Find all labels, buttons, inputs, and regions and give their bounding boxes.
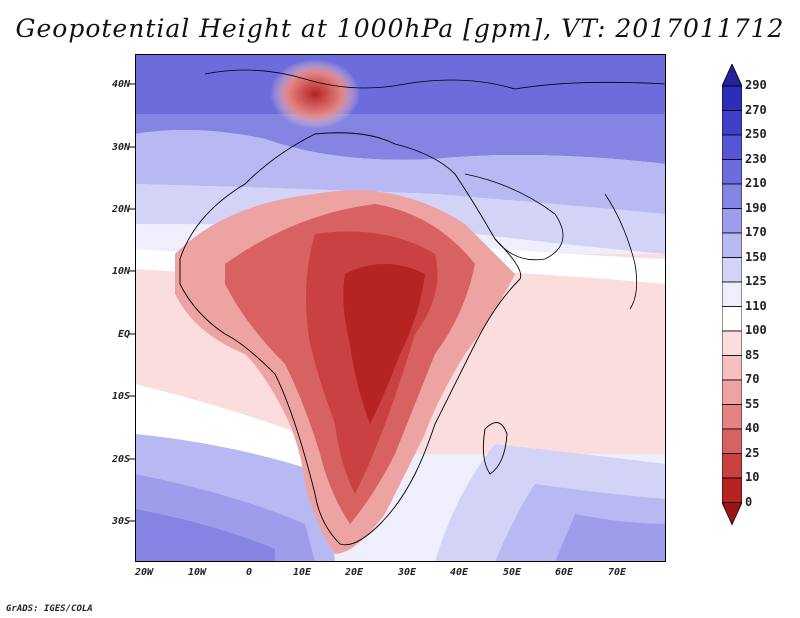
lon-label: 40E — [449, 567, 469, 578]
contour-band — [343, 264, 425, 424]
colorbar-swatch — [722, 232, 742, 258]
colorbar-level-label: 150 — [745, 249, 767, 264]
colorbar-level-label: 190 — [745, 200, 767, 215]
colorbar-swatch — [722, 85, 742, 111]
colorbar-swatch — [722, 379, 742, 405]
contour-band — [135, 54, 666, 114]
colorbar-swatch — [722, 330, 742, 356]
colorbar-swatch — [722, 477, 742, 503]
lat-label: 10N — [111, 266, 130, 277]
lon-label: 10E — [292, 567, 312, 578]
contour-band — [135, 509, 275, 562]
colorbar-swatch — [722, 281, 742, 307]
colorbar-swatch — [722, 428, 742, 454]
contour-band — [555, 514, 666, 562]
map-title: Geopotential Height at 1000hPa [gpm], VT… — [15, 14, 785, 43]
lat-label: 30N — [111, 142, 130, 153]
colorbar-level-label: 230 — [745, 151, 767, 166]
colorbar-swatch — [722, 306, 742, 332]
lat-ticks — [129, 83, 135, 522]
colorbar-swatch — [722, 134, 742, 160]
colorbar-swatch — [722, 257, 742, 283]
colorbar-swatch — [722, 453, 742, 479]
colorbar-level-label: 85 — [745, 347, 760, 362]
colorbar-swatch — [722, 110, 742, 136]
lon-label: 0 — [245, 567, 253, 578]
lon-label: 60E — [554, 567, 574, 578]
colorbar-level-label: 170 — [745, 225, 767, 239]
colorbar-level-label: 25 — [745, 445, 760, 460]
lon-label: 30E — [397, 567, 417, 578]
arabian-coast — [464, 173, 564, 261]
colorbar-bottom-triangle — [722, 502, 742, 526]
lon-label: 10W — [187, 567, 207, 578]
colorbar-swatch — [722, 208, 742, 234]
lat-label: 10S — [111, 391, 130, 402]
colorbar-level-label: 110 — [745, 298, 767, 313]
lon-label: 50E — [502, 567, 522, 578]
credit-text: GrADS: IGES/COLA — [6, 604, 93, 614]
madagascar — [482, 422, 508, 475]
contour-band — [135, 130, 666, 214]
lat-label: 40N — [111, 79, 130, 90]
lon-label: 20W — [134, 567, 154, 578]
colorbar-level-label: 290 — [745, 78, 767, 92]
europe-coast — [204, 69, 666, 90]
lat-label: 20S — [111, 454, 130, 465]
colorbar — [722, 64, 742, 526]
coastline — [179, 132, 522, 546]
colorbar-swatch — [722, 159, 742, 185]
colorbar-swatch — [722, 404, 742, 430]
lon-label: 20E — [344, 567, 364, 578]
colorbar-swatch — [722, 183, 742, 209]
india-coast — [604, 193, 638, 310]
colorbar-level-label: 100 — [745, 323, 767, 337]
lat-label: EQ — [117, 329, 130, 340]
geopotential-height-map — [135, 54, 666, 562]
contour-band — [270, 59, 360, 129]
colorbar-level-label: 0 — [745, 494, 753, 509]
colorbar-level-label: 40 — [745, 421, 760, 435]
colorbar-top-triangle — [722, 64, 742, 87]
colorbar-level-label: 125 — [745, 274, 767, 288]
colorbar-level-label: 250 — [745, 127, 767, 141]
lon-label: 70E — [607, 567, 627, 578]
colorbar-level-label: 10 — [745, 470, 760, 484]
map-plot-area — [129, 54, 666, 562]
lat-label: 20N — [111, 204, 130, 215]
contour-band — [135, 384, 325, 474]
colorbar-level-label: 70 — [745, 372, 760, 386]
colorbar-level-label: 210 — [745, 176, 767, 190]
colorbar-swatch — [722, 355, 742, 381]
colorbar-level-label: 270 — [745, 102, 767, 117]
colorbar-level-label: 55 — [745, 396, 760, 411]
lat-label: 30S — [111, 516, 130, 527]
contour-band — [135, 114, 666, 164]
